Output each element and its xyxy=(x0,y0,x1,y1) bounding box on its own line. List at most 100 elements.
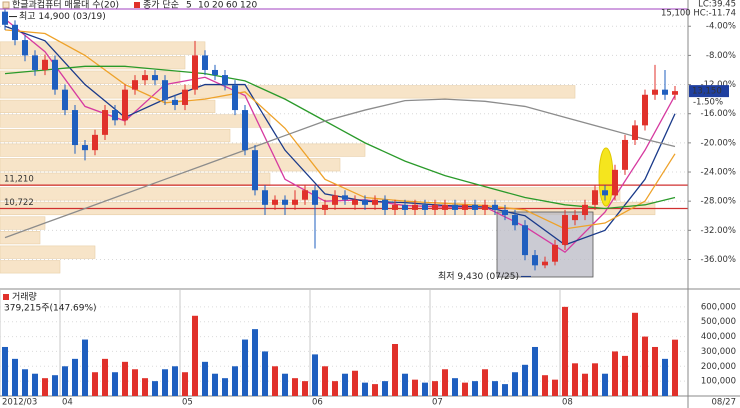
volume-bar xyxy=(72,358,78,396)
volume-bar xyxy=(272,366,278,396)
legend-icon xyxy=(2,1,10,9)
candle-body xyxy=(582,204,588,216)
legend-icon xyxy=(3,294,9,300)
low-note: 최저 9,430 (07/25) xyxy=(438,271,519,282)
candle-body xyxy=(512,215,518,226)
candle-body xyxy=(552,244,558,262)
candle-body xyxy=(202,55,208,70)
volume-bar xyxy=(372,384,378,396)
volume-bar xyxy=(672,339,678,396)
volume-bar xyxy=(562,306,568,396)
candle-body xyxy=(272,199,278,205)
candle-body xyxy=(242,110,248,151)
candle-body xyxy=(332,195,338,205)
highlight-ellipse xyxy=(598,147,614,207)
volume-bar xyxy=(652,346,658,396)
volume-tick-label: 500,000 xyxy=(701,317,736,327)
volume-bar xyxy=(322,366,328,396)
volume-tick-label: 400,000 xyxy=(701,332,736,342)
candle-body xyxy=(112,110,118,121)
volume-bar xyxy=(172,366,178,396)
volume-bar xyxy=(332,381,338,396)
profile-bar xyxy=(0,260,61,274)
candle-body xyxy=(12,24,18,41)
volume-bar xyxy=(642,336,648,396)
candle-body xyxy=(192,55,198,90)
volume-bar xyxy=(392,344,398,396)
volume-tick-label: 100,000 xyxy=(701,377,736,387)
volume-bar xyxy=(342,373,348,396)
volume-bar xyxy=(2,346,8,396)
candle-body xyxy=(362,199,368,205)
legend-label: 5 xyxy=(186,1,192,11)
y-tick-label: -4.00% xyxy=(706,22,736,32)
candle-body xyxy=(542,261,548,266)
volume-bar xyxy=(552,379,558,396)
volume-bar xyxy=(52,375,58,396)
volume-bar xyxy=(462,382,468,396)
volume-bar xyxy=(352,370,358,396)
volume-bar xyxy=(452,378,458,396)
candle-body xyxy=(372,199,378,205)
profile-bar xyxy=(0,187,621,201)
current-price-label: 13,150 xyxy=(692,87,722,97)
volume-bar xyxy=(162,369,168,396)
candle-body xyxy=(402,204,408,210)
volume-bar xyxy=(522,364,528,396)
candle-body xyxy=(422,204,428,210)
current-change: -1.50% xyxy=(693,98,723,108)
volume-bar xyxy=(302,381,308,396)
profile-bar xyxy=(0,172,271,186)
volume-bar xyxy=(182,372,188,396)
candle-body xyxy=(222,75,228,86)
volume-bar xyxy=(432,381,438,396)
candle-body xyxy=(302,190,308,200)
y-tick-label: -24.00% xyxy=(701,168,736,178)
volume-bar xyxy=(312,354,318,396)
candle-body xyxy=(102,110,108,135)
volume-bar xyxy=(202,361,208,396)
profile-bar xyxy=(0,56,186,70)
last-date: 08/27 xyxy=(712,398,737,408)
hc-label: 15,100 HC:-11.74 xyxy=(661,9,736,19)
volume-bar xyxy=(482,369,488,396)
candle-body xyxy=(32,55,38,70)
candle-body xyxy=(292,199,298,205)
profile-bar xyxy=(0,231,41,245)
moving-average-line xyxy=(4,98,676,239)
y-tick-label: -12.00% xyxy=(701,80,736,90)
level-label: 11,210 xyxy=(4,175,34,185)
profile-bar xyxy=(0,114,271,128)
candle-body xyxy=(142,75,148,81)
volume-bar xyxy=(492,381,498,396)
volume-bar xyxy=(632,312,638,396)
candle-body xyxy=(522,225,528,256)
candle-body xyxy=(452,204,458,210)
volume-bar xyxy=(102,358,108,396)
legend-label: 120 xyxy=(240,1,257,11)
candle-body xyxy=(152,75,158,81)
profile-bar xyxy=(0,245,96,259)
candle-body xyxy=(312,190,318,205)
candle-body xyxy=(62,89,68,111)
volume-bar xyxy=(112,372,118,396)
candle-body xyxy=(622,139,628,170)
volume-bar xyxy=(502,384,508,396)
candle-body xyxy=(652,89,658,95)
candle-body xyxy=(462,204,468,210)
volume-bar xyxy=(262,351,268,396)
volume-bar xyxy=(122,361,128,396)
candle-body xyxy=(232,85,238,111)
main-layer: 11,210 10,722 xyxy=(0,6,688,271)
candle-body xyxy=(72,110,78,146)
profile-bar xyxy=(0,41,206,55)
volume-bar xyxy=(92,372,98,396)
candle-body xyxy=(442,204,448,210)
candle-body xyxy=(122,89,128,121)
volume-tick-label: 600,000 xyxy=(701,302,736,312)
profile-bar xyxy=(0,143,366,157)
x-tick-label: 05 xyxy=(182,398,193,408)
volume-bar xyxy=(292,378,298,396)
volume-bar xyxy=(592,363,598,396)
